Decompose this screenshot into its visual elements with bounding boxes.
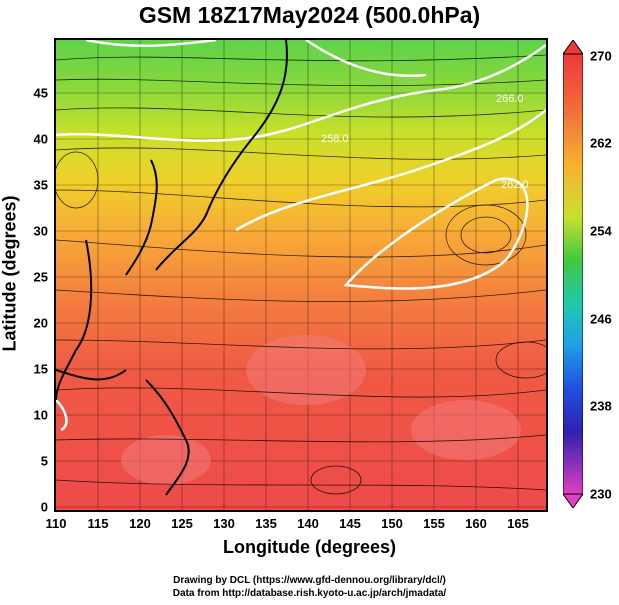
x-tick: 120 [129, 516, 151, 531]
x-tick: 140 [297, 516, 319, 531]
colorbar-label: 246 [590, 311, 612, 327]
y-tick: 10 [33, 407, 48, 423]
x-tick: 160 [465, 516, 487, 531]
map-title: GSM 18Z17May2024 (500.0hPa) [138, 2, 481, 28]
y-tick: 15 [33, 361, 48, 377]
y-tick: 45 [33, 85, 48, 101]
y-tick: 30 [33, 223, 48, 239]
y-tick: 0 [40, 499, 48, 515]
y-axis-label: Latitude (degrees) [0, 195, 20, 352]
x-tick: 110 [45, 516, 67, 531]
contour-lines [56, 40, 546, 432]
colorbar-label: 238 [590, 398, 612, 414]
x-tick: 130 [213, 516, 235, 531]
x-tick: 135 [255, 516, 277, 531]
x-tick: 115 [87, 516, 109, 531]
x-tick: 165 [507, 516, 529, 531]
colorbar-label: 270 [590, 48, 612, 64]
map-overlay: 258.0 262.0 266.0 [56, 40, 546, 510]
temperature-map: 258.0 262.0 266.0 [54, 38, 548, 512]
colorbar-label: 254 [590, 223, 612, 239]
warm-patches [121, 335, 521, 485]
y-tick: 35 [33, 177, 48, 193]
y-tick: 20 [33, 315, 48, 331]
credit-dcl: Drawing by DCL (https://www.gfd-dennou.o… [173, 575, 446, 586]
colorbar [563, 40, 583, 508]
colorbar-label: 230 [590, 486, 612, 502]
colorbar-label: 262 [590, 135, 612, 151]
x-tick: 145 [339, 516, 361, 531]
contour-label: 262.0 [501, 179, 529, 191]
coastlines [56, 40, 288, 496]
contour-label: 258.0 [321, 133, 349, 145]
streamlines [56, 54, 546, 495]
contour-label: 266.0 [496, 93, 524, 105]
x-axis-label: Longitude (degrees) [222, 537, 396, 557]
x-tick: 150 [381, 516, 403, 531]
y-tick: 25 [33, 269, 48, 285]
y-tick: 5 [40, 453, 48, 469]
x-tick: 125 [171, 516, 193, 531]
y-tick: 40 [33, 131, 48, 147]
credit-data: Data from http://database.rish.kyoto-u.a… [172, 588, 447, 599]
x-tick: 155 [423, 516, 445, 531]
